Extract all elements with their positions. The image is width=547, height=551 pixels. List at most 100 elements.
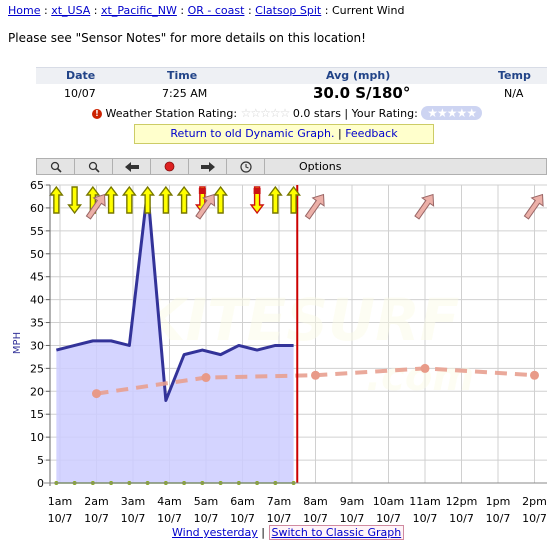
y-tick-label: 35: [30, 317, 44, 330]
feedback-link[interactable]: Feedback: [345, 127, 398, 140]
forecast-arrow-shape: [304, 193, 325, 220]
arrow-right-icon: [200, 161, 215, 172]
x-tick-time: 11am: [409, 495, 440, 508]
forward-button[interactable]: [189, 159, 227, 174]
breadcrumb-home[interactable]: Home: [8, 4, 41, 17]
clock-icon: [239, 160, 252, 173]
banner-separator: |: [337, 127, 342, 140]
y-tick-label: 55: [30, 225, 44, 238]
clock-button[interactable]: [227, 159, 265, 174]
gust-arrow-icon: [140, 185, 156, 214]
rating-stars-text: 0.0 stars | Your Rating:: [292, 107, 418, 120]
forecast-point: [530, 370, 539, 380]
forecast-arrow-shape: [195, 193, 216, 220]
x-tick-time: 12pm: [446, 495, 478, 508]
y-tick-label: 40: [30, 294, 44, 307]
gust-arrow-icon: [176, 185, 192, 214]
wind-yesterday-link[interactable]: Wind yesterday: [172, 526, 258, 539]
y-axis-label: MPH: [12, 332, 23, 354]
date-header: Date: [66, 69, 96, 82]
x-tick-date: 10/7: [194, 512, 219, 525]
stop-button[interactable]: [151, 159, 189, 174]
forecast-arrow-shape: [85, 193, 106, 220]
gust-arrow-icon: [286, 185, 302, 214]
graph-toolbar: Options: [36, 158, 547, 175]
station-stars-icon: ☆☆☆☆☆: [240, 106, 291, 120]
x-tick-time: 1pm: [486, 495, 511, 508]
x-tick-time: 2pm: [522, 495, 547, 508]
gust-arrow-icon: [249, 186, 265, 215]
x-tick-date: 10/7: [340, 512, 365, 525]
back-button[interactable]: [113, 159, 151, 174]
record-icon: [164, 161, 175, 172]
gust-arrow-icon: [121, 185, 137, 214]
forecast-point: [311, 370, 320, 380]
forecast-arrow-icon: [523, 193, 544, 220]
magnify-plus-icon: [50, 161, 62, 173]
gust-arrow-flag: [198, 188, 206, 194]
y-tick-label: 50: [30, 248, 44, 261]
options-menu[interactable]: Options: [299, 160, 342, 173]
breadcrumb-clatsop-spit[interactable]: Clatsop Spit: [255, 4, 322, 17]
breadcrumb-pacific-nw[interactable]: xt_Pacific_NW: [101, 4, 177, 17]
gust-arrow-icon: [158, 185, 174, 214]
graph-banner: Return to old Dynamic Graph. | Feedback: [134, 124, 434, 144]
forecast-arrow-icon: [304, 193, 325, 220]
forecast-arrow-icon: [85, 193, 106, 220]
kitesurf-watermark: KITESURF .com: [141, 286, 474, 400]
temp-value: N/A: [504, 87, 524, 100]
your-rating-stars[interactable]: ★★★★★: [421, 106, 483, 120]
x-tick-date: 10/7: [48, 512, 73, 525]
alert-icon: !: [92, 109, 102, 119]
x-tick-date: 10/7: [84, 512, 109, 525]
footer-links: Wind yesterday | Switch to Classic Graph: [172, 525, 405, 540]
time-value: 7:25 AM: [162, 87, 208, 100]
y-tick-label: 25: [30, 362, 44, 375]
gust-arrow-icon: [213, 185, 229, 214]
forecast-point: [420, 363, 430, 373]
x-tick-date: 10/7: [413, 512, 438, 525]
axis-layer: 0 5 10 15 20 25 30 35 40 45 50 55 60 65 1am 10/7 2am 10/7…: [30, 179, 547, 525]
breadcrumb-or-coast[interactable]: OR - coast: [187, 4, 245, 17]
svg-text:KITESURF: KITESURF: [141, 286, 460, 354]
sensor-notice: Please see "Sensor Notes" for more detai…: [8, 31, 366, 45]
forecast-arrow-shape: [523, 193, 544, 220]
y-tick-label: 30: [30, 339, 44, 352]
info-header-row: Date Time Avg (mph) Temp: [36, 67, 547, 84]
x-tick-date: 10/7: [230, 512, 255, 525]
avg-value: 30.0 S/180°: [313, 84, 411, 102]
zoom-in-button[interactable]: [37, 159, 75, 174]
forecast-point: [92, 389, 101, 399]
x-tick-date: 10/7: [486, 512, 511, 525]
y-tick-label: 60: [30, 202, 44, 215]
wind-chart: KITESURF .com 0 5 10 15 20 25 30 35 40 45 50 55 60 65…: [12, 179, 547, 525]
rating-label: Weather Station Rating:: [105, 107, 238, 120]
station-rating: ! Weather Station Rating: ☆☆☆☆☆ 0.0 star…: [92, 106, 483, 120]
zoom-out-button[interactable]: [75, 159, 113, 174]
return-old-graph-link[interactable]: Return to old Dynamic Graph.: [170, 127, 335, 140]
breadcrumb-usa[interactable]: xt_USA: [51, 4, 91, 17]
average-line: [55, 188, 294, 402]
breadcrumb-current: Current Wind: [331, 4, 405, 17]
y-tick-label: 15: [30, 408, 44, 421]
gust-arrow-icon: [103, 185, 119, 214]
avg-header: Avg (mph): [326, 69, 391, 82]
x-tick-date: 10/7: [303, 512, 328, 525]
x-tick-time: 1am: [48, 495, 72, 508]
forecast-arrow-icon: [195, 193, 216, 220]
classic-graph-link[interactable]: Switch to Classic Graph: [268, 525, 405, 540]
forecast-arrow-shape: [414, 193, 435, 220]
x-tick-time: 3am: [121, 495, 145, 508]
x-tick-time: 4am: [157, 495, 181, 508]
gust-arrow-flag: [253, 188, 261, 194]
svg-text:.com: .com: [366, 354, 474, 400]
y-tick-label: 65: [30, 179, 44, 192]
footer-separator: |: [261, 526, 266, 539]
date-value: 10/07: [64, 87, 96, 100]
gust-arrow-icon: [48, 185, 64, 214]
average-area: [56, 189, 294, 484]
x-tick-time: 10am: [373, 495, 404, 508]
x-tick-time: 6am: [230, 495, 254, 508]
x-tick-date: 10/7: [522, 512, 547, 525]
x-tick-date: 10/7: [449, 512, 474, 525]
